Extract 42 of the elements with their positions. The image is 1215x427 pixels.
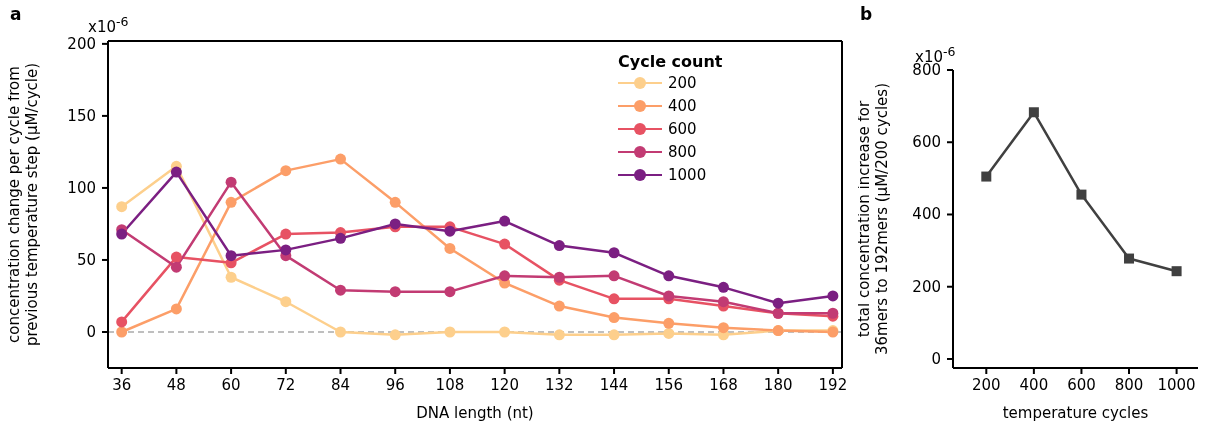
x-tick-label: 200 bbox=[971, 376, 1001, 394]
x-tick-label: 192 bbox=[818, 376, 848, 394]
x-tick-label: 72 bbox=[276, 376, 296, 394]
x-tick-label: 132 bbox=[545, 376, 574, 394]
x-tick-label: 180 bbox=[763, 376, 793, 394]
x-tick-label: 168 bbox=[709, 376, 738, 394]
y-tick-label: 200 bbox=[67, 34, 96, 53]
y-tick-label: 0 bbox=[86, 322, 96, 341]
y-axis-title: total concentration increase for 36mers to 192mers (µM/200 cycles) bbox=[855, 83, 891, 355]
x-tick-label: 48 bbox=[166, 376, 186, 394]
chart-title: b bbox=[860, 4, 873, 24]
y-tick-label: 600 bbox=[912, 133, 941, 152]
x-tick-label: 108 bbox=[435, 376, 465, 394]
text: x10$^{-6}$ bbox=[88, 14, 129, 36]
x-tick-label: 800 bbox=[1114, 376, 1144, 394]
y-tick-label: 150 bbox=[67, 106, 96, 125]
legend-title: Cycle count bbox=[618, 52, 724, 71]
chart-title: a bbox=[10, 4, 22, 24]
legend-label: 400 bbox=[668, 96, 697, 115]
y-axis-title: concentration change per cycle from previous temperature step (µM/cycle) bbox=[5, 62, 41, 347]
x-tick-label: 144 bbox=[599, 376, 629, 394]
y-tick-label: 50 bbox=[76, 250, 96, 269]
legend-label: 200 bbox=[668, 73, 697, 92]
x-axis-title: temperature cycles bbox=[1002, 404, 1149, 422]
y-tick-label: 0 bbox=[931, 349, 941, 368]
y-tick-label: 100 bbox=[67, 178, 96, 197]
x-tick-label: 156 bbox=[654, 376, 684, 394]
x-tick-label: 400 bbox=[1019, 376, 1049, 394]
legend-label: 1000 bbox=[668, 165, 707, 184]
x-axis-title: DNA length (nt) bbox=[416, 404, 534, 422]
x-tick-label: 1000 bbox=[1157, 376, 1196, 394]
y-tick-label: 200 bbox=[912, 277, 941, 296]
x-tick-label: 600 bbox=[1067, 376, 1096, 394]
x-tick-label: 120 bbox=[490, 376, 519, 394]
legend-label: 800 bbox=[668, 142, 697, 161]
x-tick-label: 60 bbox=[221, 376, 241, 394]
x-tick-label: 36 bbox=[112, 376, 132, 394]
y-tick-label: 800 bbox=[912, 61, 941, 79]
legend-label: 600 bbox=[668, 119, 697, 138]
x-tick-label: 84 bbox=[330, 376, 351, 394]
y-tick-label: 400 bbox=[912, 205, 941, 224]
x-tick-label: 96 bbox=[385, 376, 405, 394]
